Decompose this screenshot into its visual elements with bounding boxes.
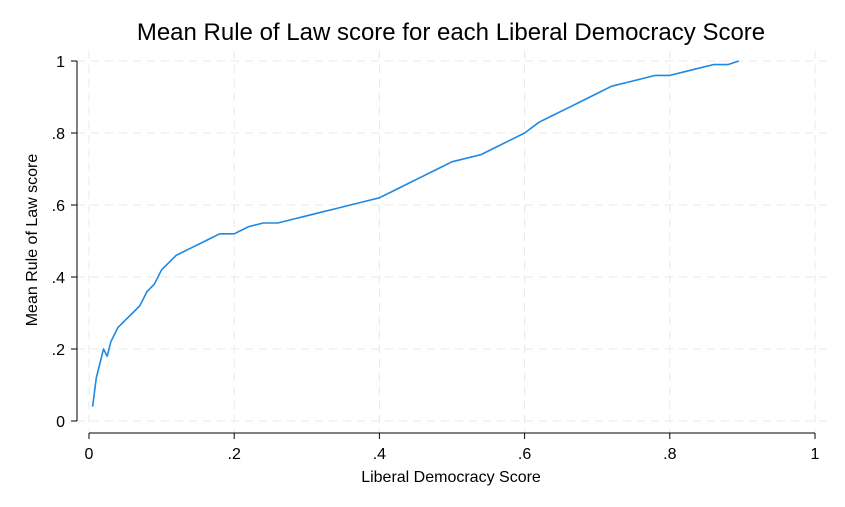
axes — [76, 61, 815, 434]
y-tick-label: .4 — [52, 270, 65, 287]
x-tick-label: .8 — [663, 446, 676, 463]
y-tick-label: .8 — [52, 126, 65, 143]
x-axis-title: Liberal Democracy Score — [361, 469, 541, 486]
y-tick-label: 0 — [56, 414, 65, 431]
y-tick-label: .2 — [52, 342, 65, 359]
plot-area — [91, 60, 740, 407]
y-axis-title: Mean Rule of Law score — [24, 154, 41, 327]
chart-title: Mean Rule of Law score for each Liberal … — [137, 19, 765, 46]
ticks: 0 .2 .4 .6 .8 1 0 .2 .4 .6 .8 1 — [52, 54, 820, 463]
y-tick-label: 1 — [56, 54, 65, 71]
x-tick-label: .6 — [518, 446, 531, 463]
x-tick-label: .4 — [373, 446, 386, 463]
x-tick-label: 0 — [85, 446, 94, 463]
x-tick-label: .2 — [228, 446, 241, 463]
x-tick-label: 1 — [811, 446, 820, 463]
y-tick-label: .6 — [52, 198, 65, 215]
grid — [77, 51, 827, 433]
series-line — [91, 60, 740, 407]
